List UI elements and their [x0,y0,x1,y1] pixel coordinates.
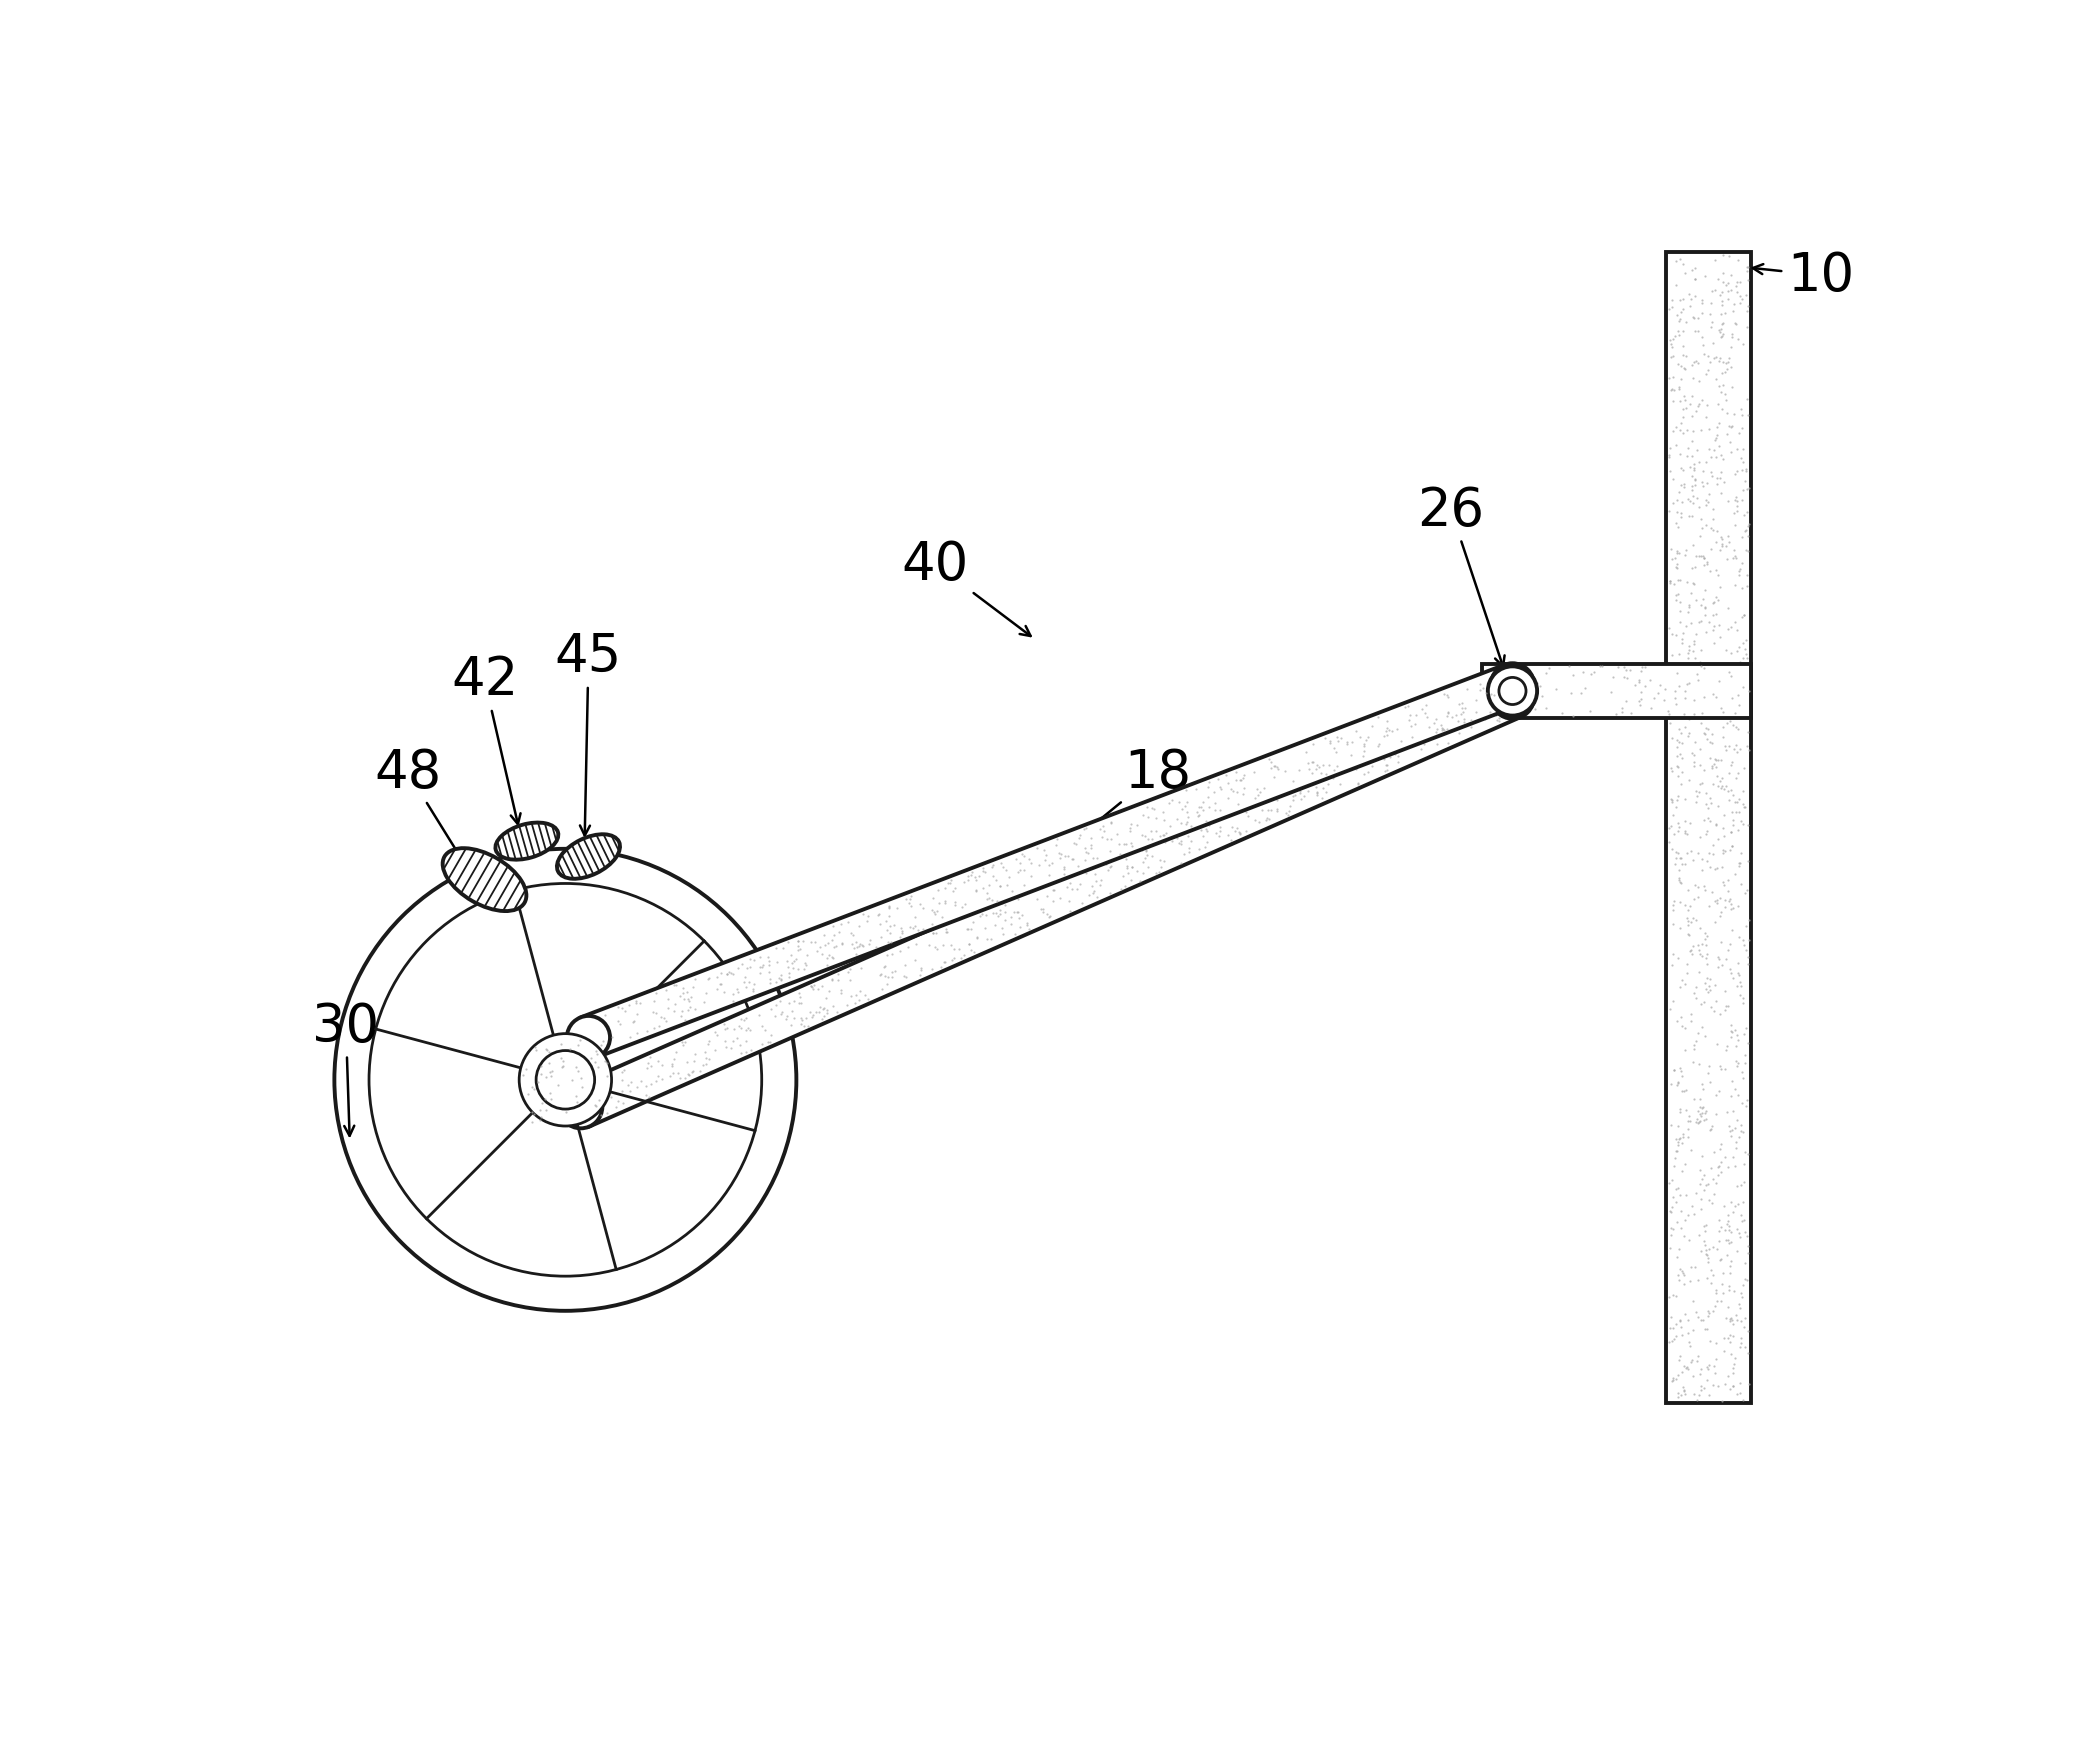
Text: 48: 48 [374,746,474,879]
Ellipse shape [568,1016,609,1060]
Text: 40: 40 [902,539,1031,637]
Circle shape [370,885,761,1276]
Polygon shape [572,677,1522,1127]
Circle shape [1499,677,1526,706]
Text: 45: 45 [555,632,622,835]
Circle shape [536,1051,595,1109]
Ellipse shape [1491,676,1534,720]
Circle shape [1489,667,1536,716]
Ellipse shape [443,849,526,911]
Ellipse shape [559,1086,603,1128]
Text: 42: 42 [451,655,520,825]
Ellipse shape [557,835,620,879]
Ellipse shape [495,823,559,860]
Circle shape [335,849,796,1311]
Bar [1482,665,1751,718]
Ellipse shape [1491,663,1534,707]
Text: 26: 26 [1418,484,1505,667]
Text: 18: 18 [1077,746,1191,839]
Text: 10: 10 [1753,249,1854,302]
Circle shape [520,1034,611,1127]
Polygon shape [580,665,1520,1058]
Text: 30: 30 [312,1000,380,1135]
Bar [1667,253,1751,1404]
